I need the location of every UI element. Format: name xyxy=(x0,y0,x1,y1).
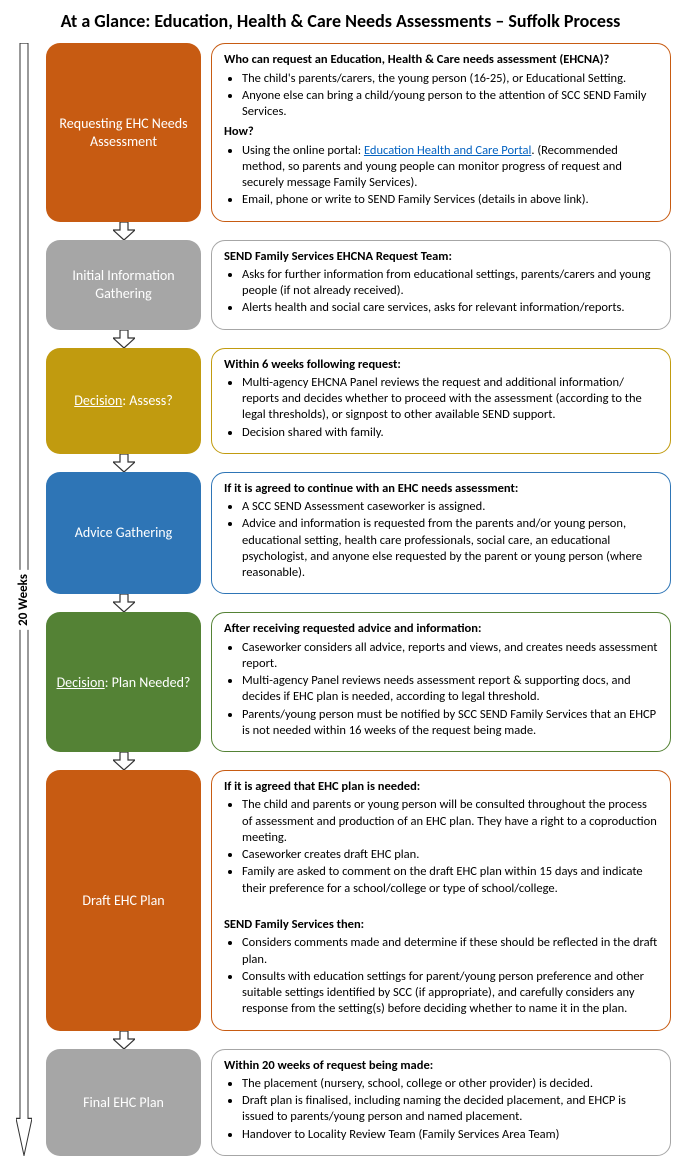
stage-row: Decision: Assess?Within 6 weeks followin… xyxy=(46,348,671,454)
stage-row: Advice GatheringIf it is agreed to conti… xyxy=(46,472,671,595)
stage-description: SEND Family Services EHCNA Request Team:… xyxy=(211,240,671,330)
stage-row: Requesting EHC Needs AssessmentWho can r… xyxy=(46,43,671,221)
timeline-column: 20 Weeks xyxy=(10,43,38,1156)
down-arrow-icon xyxy=(46,594,201,612)
stage-description: Who can request an Education, Health & C… xyxy=(211,43,671,221)
connector-row xyxy=(46,330,671,348)
stage-description: Within 20 weeks of request being made:Th… xyxy=(211,1049,671,1156)
down-arrow-icon xyxy=(46,222,201,240)
stage-row: Draft EHC PlanIf it is agreed that EHC p… xyxy=(46,770,671,1031)
down-arrow-icon xyxy=(46,330,201,348)
stage-row: Initial Information GatheringSEND Family… xyxy=(46,240,671,330)
connector-row xyxy=(46,594,671,612)
connector-row xyxy=(46,222,671,240)
down-arrow-icon xyxy=(46,1031,201,1049)
stage-row: Decision: Plan Needed?After receiving re… xyxy=(46,612,671,752)
stage-box: Decision: Assess? xyxy=(46,348,201,454)
main-layout: 20 Weeks Requesting EHC Needs Assessment… xyxy=(10,43,671,1156)
stage-row: Final EHC PlanWithin 20 weeks of request… xyxy=(46,1049,671,1156)
connector-row xyxy=(46,454,671,472)
connector-row xyxy=(46,1031,671,1049)
stage-box: Final EHC Plan xyxy=(46,1049,201,1156)
stage-box: Initial Information Gathering xyxy=(46,240,201,330)
stage-box: Draft EHC Plan xyxy=(46,770,201,1031)
down-arrow-icon xyxy=(46,454,201,472)
stage-box: Decision: Plan Needed? xyxy=(46,612,201,752)
timeline-label: 20 Weeks xyxy=(16,570,33,630)
stage-box: Requesting EHC Needs Assessment xyxy=(46,43,201,221)
page-title: At a Glance: Education, Health & Care Ne… xyxy=(10,10,671,33)
stage-description: Within 6 weeks following request:Multi-a… xyxy=(211,348,671,454)
connector-row xyxy=(46,752,671,770)
down-arrow-icon xyxy=(46,752,201,770)
stage-description: If it is agreed that EHC plan is needed:… xyxy=(211,770,671,1031)
stages-column: Requesting EHC Needs AssessmentWho can r… xyxy=(46,43,671,1156)
stage-description: If it is agreed to continue with an EHC … xyxy=(211,472,671,595)
stage-description: After receiving requested advice and inf… xyxy=(211,612,671,752)
stage-box: Advice Gathering xyxy=(46,472,201,595)
